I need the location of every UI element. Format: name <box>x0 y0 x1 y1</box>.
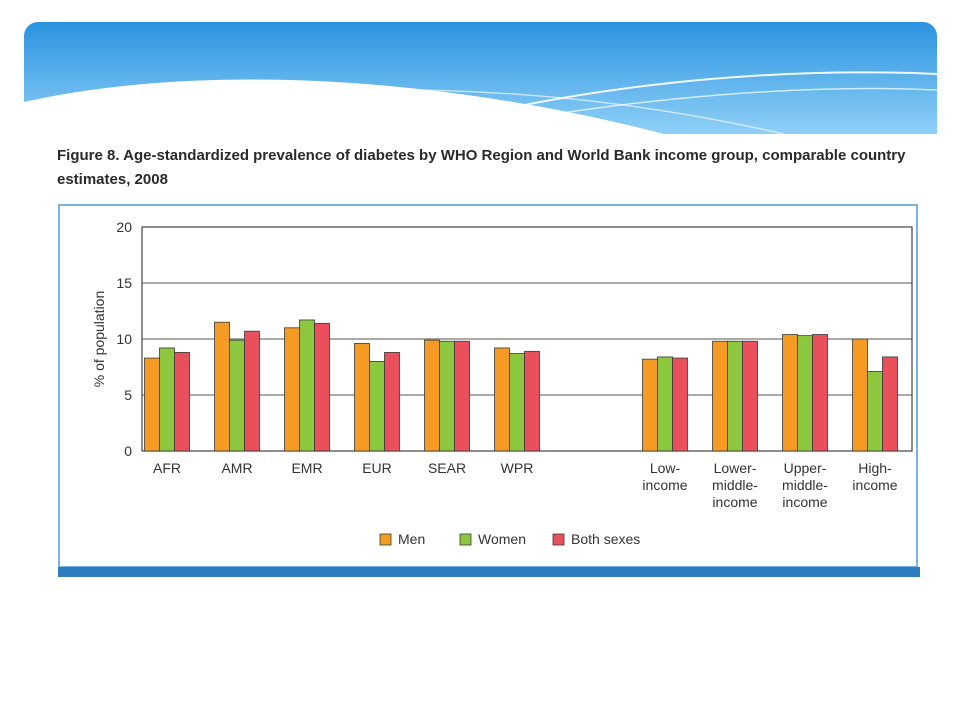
bar-women <box>369 360 385 452</box>
legend-label: Men <box>398 531 425 547</box>
bar-men <box>354 343 370 452</box>
x-tick-label: High-income <box>852 460 897 493</box>
legend-swatch <box>552 533 565 546</box>
x-tick-label: WPR <box>501 460 534 476</box>
bar-women <box>439 340 455 452</box>
x-tick-label: SEAR <box>428 460 466 476</box>
y-tick-label: 20 <box>116 219 132 235</box>
legend-label: Both sexes <box>571 531 640 547</box>
chart-frame-bottom-bar <box>58 567 920 577</box>
x-tick-label: Lower-middle-income <box>712 460 758 510</box>
bar-men <box>284 327 300 452</box>
bar-both-sexes <box>672 357 688 452</box>
bar-both-sexes <box>244 330 260 452</box>
bar-women <box>727 340 743 452</box>
x-tick-label: EUR <box>362 460 392 476</box>
bar-men <box>214 321 230 452</box>
bar-both-sexes <box>742 340 758 452</box>
y-tick-label: 15 <box>116 275 132 291</box>
bar-men <box>642 358 658 452</box>
bar-women <box>797 335 813 452</box>
bar-women <box>657 356 673 452</box>
x-tick-label: Upper-middle-income <box>782 460 828 510</box>
bar-women <box>299 319 315 452</box>
bar-women <box>509 353 525 452</box>
bar-both-sexes <box>454 340 470 452</box>
bar-men <box>144 357 160 452</box>
y-tick-label: 5 <box>124 387 132 403</box>
x-tick-label: EMR <box>291 460 322 476</box>
bar-both-sexes <box>314 322 330 452</box>
bar-women <box>867 371 883 452</box>
header-banner <box>24 22 937 134</box>
bar-both-sexes <box>882 356 898 452</box>
bar-men <box>424 339 440 452</box>
chart-frame: 0 5 10 15 20 % of population AFR AMR EMR EUR SEAR W… <box>58 204 918 568</box>
x-tick-label: Low-income <box>642 460 687 493</box>
bar-men <box>712 340 728 452</box>
bar-both-sexes <box>812 334 828 452</box>
banner-graphic <box>24 22 937 134</box>
x-tick-label: AMR <box>221 460 252 476</box>
bar-men <box>494 347 510 452</box>
legend-label: Women <box>478 531 526 547</box>
bar-both-sexes <box>384 352 400 452</box>
legend-swatch <box>459 533 472 546</box>
y-tick-label: 0 <box>124 443 132 459</box>
figure-title: Figure 8. Age-standardized prevalence of… <box>57 147 906 188</box>
bar-chart: 0 5 10 15 20 % of population AFR AMR EMR EUR SEAR W… <box>91 219 913 547</box>
x-tick-label: AFR <box>153 460 181 476</box>
y-tick-label: 10 <box>116 331 132 347</box>
bar-women <box>229 339 245 452</box>
bar-both-sexes <box>174 352 190 452</box>
bar-both-sexes <box>524 350 540 452</box>
bar-men <box>852 338 868 452</box>
legend-swatch <box>379 533 392 546</box>
bar-men <box>782 334 798 452</box>
bar-women <box>159 347 175 452</box>
y-axis-label: % of population <box>91 291 107 388</box>
